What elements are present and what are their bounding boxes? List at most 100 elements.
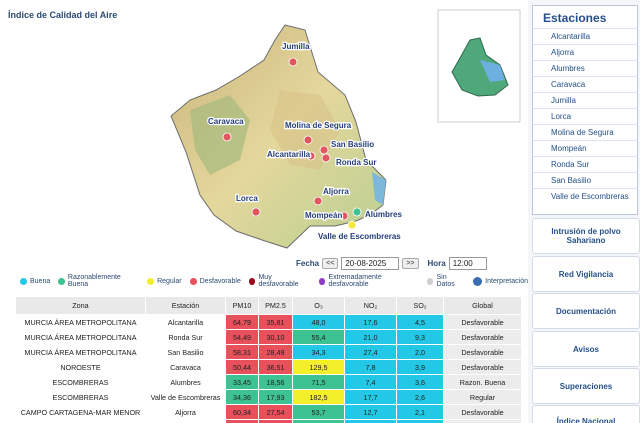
station-list: Estaciones Alcantarilla Aljorra Alumbres Car… [532, 5, 638, 215]
value-cell: 17,93 [258, 389, 293, 405]
table-row: MURCIA ÁREA METROPOLITANA San Basilio 58,3… [15, 344, 522, 360]
station-cell: Mompean [145, 419, 226, 423]
station-dot[interactable] [306, 151, 316, 161]
global-cell: Desfavorable [443, 344, 522, 360]
column-header: O₃ [292, 296, 345, 315]
value-cell: 28,49 [258, 344, 293, 360]
sidebar-button[interactable]: Red Vigilancia [532, 256, 640, 292]
station-dot[interactable] [313, 196, 323, 206]
prev-button[interactable]: << [322, 258, 339, 269]
column-header: Zona [15, 296, 146, 315]
value-cell: 2,1 [396, 404, 444, 420]
zone-cell: ESCOMBRERAS [15, 389, 146, 405]
global-cell: Desfavorable [443, 314, 522, 330]
value-cell: 69,8 [292, 419, 345, 423]
legend-item: Muy desfavorable [248, 274, 311, 288]
station-label: Aljorra [323, 187, 349, 196]
station-dot[interactable] [347, 220, 357, 230]
legend-label: Sin Datos [436, 274, 455, 288]
inset-zone [480, 60, 505, 82]
station-dot[interactable] [251, 207, 261, 217]
station-cell: San Basilio [145, 344, 226, 360]
value-cell: 7,4 [344, 374, 397, 390]
value-cell: 129,5 [292, 359, 345, 375]
station-dot[interactable] [303, 135, 313, 145]
legend-label: Regular [157, 277, 182, 285]
table-row: ESCOMBRERAS Alumbres 33,45 18,56 71,5 7,4 3,6 R… [15, 374, 522, 390]
station-link[interactable]: Lorca [533, 108, 637, 124]
value-cell: 55,4 [292, 329, 345, 345]
table-row: MURCIA ÁREA METROPOLITANA Alcantarilla 64,… [15, 314, 522, 330]
value-cell: 17,6 [344, 314, 397, 330]
value-cell: 21,0 [344, 329, 397, 345]
sidebar-button[interactable]: Superaciones [532, 368, 640, 404]
page-title: Índice de Calidad del Aire [8, 10, 118, 20]
global-cell: Desfavorable [443, 419, 522, 423]
zone-cell: ESCOMBRERAS [15, 374, 146, 390]
label: Hora [427, 259, 446, 268]
sidebar-button[interactable]: Intrusión de polvo Sahariano [532, 218, 640, 254]
legend-item: Desfavorable [189, 277, 241, 285]
legend-dot [426, 277, 434, 285]
station-label: Alumbres [365, 210, 402, 219]
legend-dot [189, 277, 197, 285]
legend-item: Extremadamente desfavorable [318, 274, 419, 288]
station-link[interactable]: Jumilla [533, 92, 637, 108]
value-cell: 18,56 [258, 374, 293, 390]
station-dot[interactable] [321, 153, 331, 163]
station-link[interactable]: Aljorra [533, 44, 637, 60]
column-header: PM10 [225, 296, 259, 315]
station-link[interactable]: Ronda Sur [533, 156, 637, 172]
station-dot[interactable] [352, 207, 362, 217]
legend-label: Muy desfavorable [258, 274, 299, 288]
station-label: Lorca [236, 194, 258, 203]
interpretation-link[interactable]: Interpretación [473, 276, 528, 286]
time-select[interactable]: 12:00 [448, 257, 487, 270]
global-cell: Desfavorable [443, 404, 522, 420]
sidebar-title: Estaciones [543, 11, 607, 25]
legend-dot [318, 277, 326, 285]
zone-cell: NOROESTE [15, 359, 146, 375]
value-cell: 58,31 [225, 344, 259, 360]
column-header: Estación [145, 296, 226, 315]
value-cell: 54,49 [225, 329, 259, 345]
station-link[interactable]: San Basilio [533, 172, 637, 188]
value-cell: 18,8 [344, 419, 397, 423]
inset-shape [451, 37, 509, 97]
date-input[interactable]: 20-08-2025 [341, 257, 400, 270]
value-cell: 71,5 [292, 374, 345, 390]
value-cell: 60,34 [225, 404, 259, 420]
data-table: Zona Estación PM10 PM2.5 O₃ NO₂ SO₂ Global MURCI… [15, 296, 522, 423]
legend-label: Buena [30, 277, 51, 285]
legend-item: Regular [147, 277, 182, 285]
station-link[interactable]: Molina de Segura [533, 124, 637, 140]
table-row: MURCIA ÁREA METROPOLITANA Ronda Sur 54,49 3… [15, 329, 522, 345]
label: Fecha [296, 259, 320, 268]
sidebar-button[interactable]: Índice Nacional [532, 405, 640, 423]
value-cell: 53,7 [292, 404, 345, 420]
station-link[interactable]: Alcantarilla [533, 28, 637, 44]
value-cell: 182,5 [292, 389, 345, 405]
table-row: CAMPO CARTAGENA-MAR MENOR Aljorra 60,34 27,… [15, 404, 522, 420]
station-link[interactable]: Caravaca [533, 76, 637, 92]
station-dot[interactable] [319, 145, 329, 155]
station-dot[interactable] [339, 211, 349, 221]
value-cell: 64,79 [225, 314, 259, 330]
station-link[interactable]: Valle de Escombreras [533, 188, 637, 204]
station-link[interactable]: Alumbres [533, 60, 637, 76]
sidebar-button[interactable]: Documentación [532, 293, 640, 329]
legend-item: Sin Datos [426, 274, 465, 288]
station-label: Mompeán [305, 211, 342, 220]
station-dot[interactable] [222, 132, 232, 142]
legend-label: Desfavorable [199, 277, 241, 285]
legend-label: Extremadamente desfavorable [328, 274, 382, 288]
station-label: Caravaca [208, 117, 244, 126]
column-header: NO₂ [344, 296, 397, 315]
global-cell: Desfavorable [443, 359, 522, 375]
station-dot[interactable] [288, 57, 298, 67]
value-cell: 27,54 [258, 404, 293, 420]
sidebar-button[interactable]: Avisos [532, 331, 640, 367]
station-link[interactable]: Mompeán [533, 140, 637, 156]
next-button[interactable]: >> [402, 258, 419, 269]
